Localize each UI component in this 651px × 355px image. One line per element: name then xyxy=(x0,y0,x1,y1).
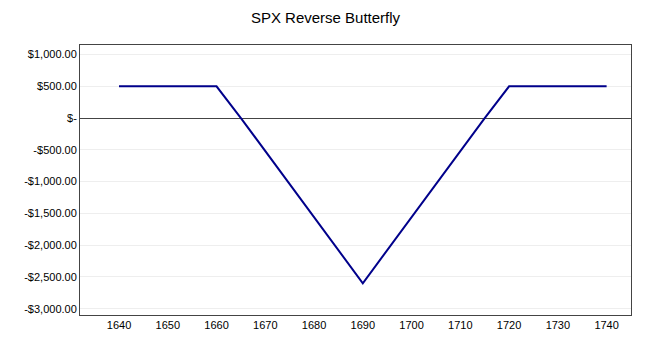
svg-text:$1,000.00: $1,000.00 xyxy=(28,48,77,60)
svg-text:-$1,500.00: -$1,500.00 xyxy=(24,207,77,219)
svg-text:1660: 1660 xyxy=(204,319,228,331)
svg-text:SPX Reverse Butterfly: SPX Reverse Butterfly xyxy=(251,9,401,26)
svg-text:-$1,000.00: -$1,000.00 xyxy=(24,175,77,187)
svg-text:1720: 1720 xyxy=(497,319,521,331)
svg-text:-$500.00: -$500.00 xyxy=(33,144,76,156)
svg-text:-$2,000.00: -$2,000.00 xyxy=(24,239,77,251)
svg-text:-$2,500.00: -$2,500.00 xyxy=(24,271,77,283)
svg-text:1670: 1670 xyxy=(253,319,277,331)
svg-text:1650: 1650 xyxy=(156,319,180,331)
svg-text:1730: 1730 xyxy=(546,319,570,331)
svg-text:$500.00: $500.00 xyxy=(37,80,77,92)
svg-text:1700: 1700 xyxy=(399,319,423,331)
svg-text:$-: $- xyxy=(67,112,77,124)
svg-text:-$3,000.00: -$3,000.00 xyxy=(24,303,77,315)
svg-text:1740: 1740 xyxy=(594,319,618,331)
svg-text:1680: 1680 xyxy=(302,319,326,331)
svg-text:1640: 1640 xyxy=(107,319,131,331)
svg-text:1690: 1690 xyxy=(351,319,375,331)
svg-text:1710: 1710 xyxy=(448,319,472,331)
